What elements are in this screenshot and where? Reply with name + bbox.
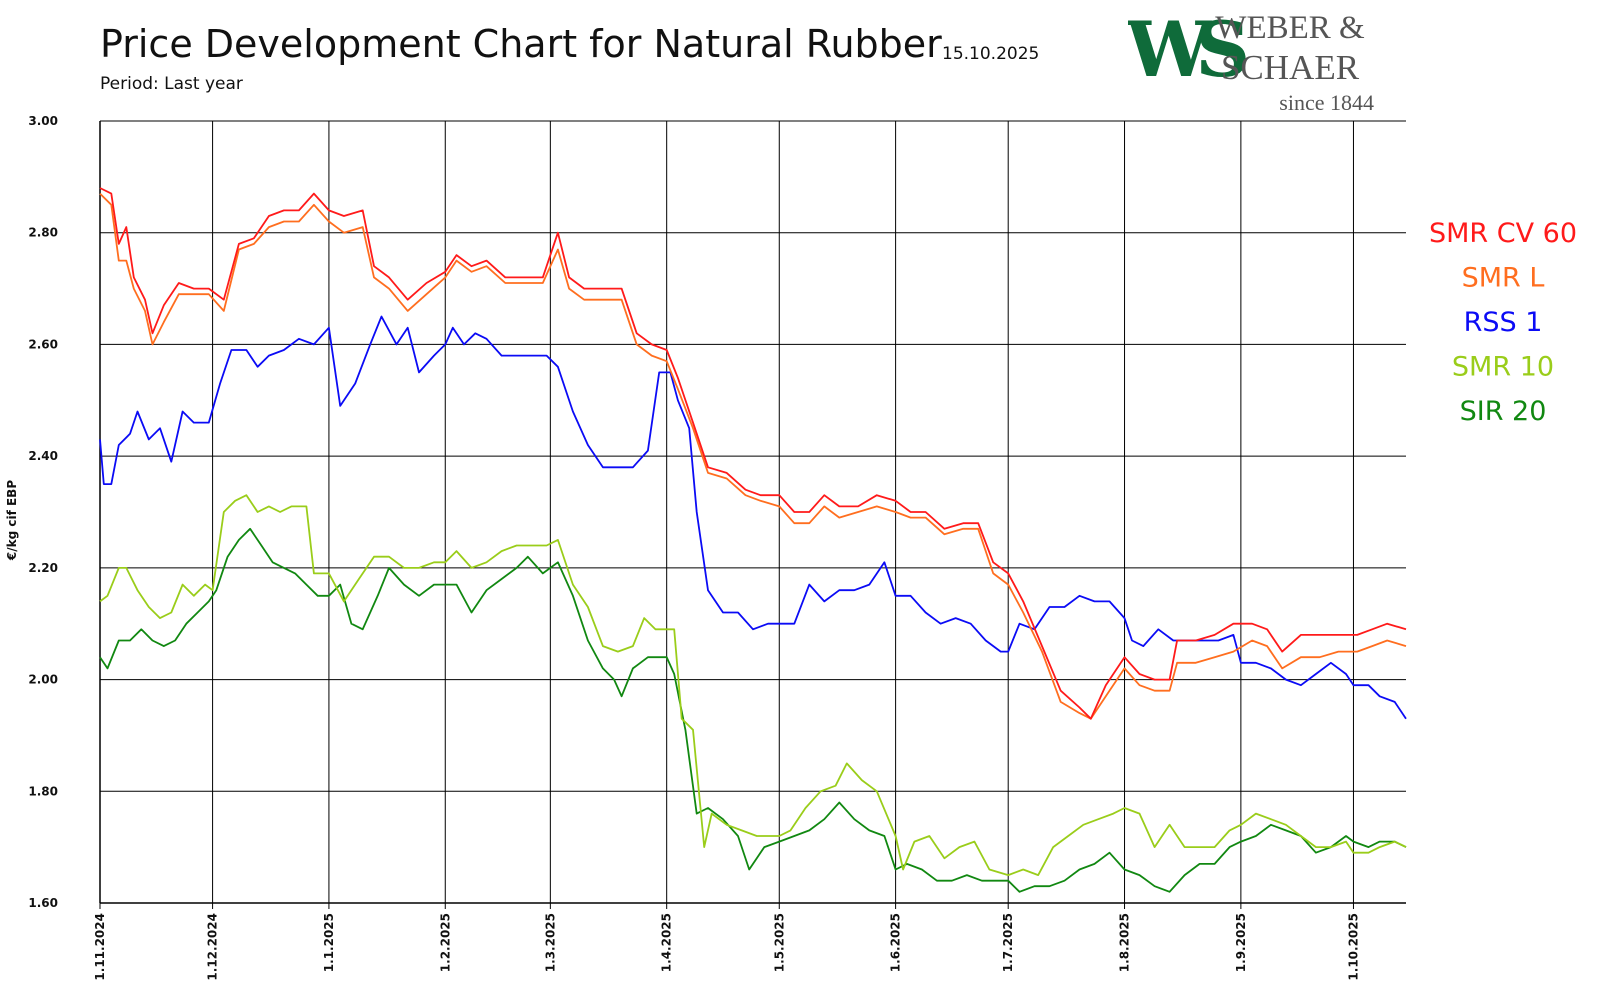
chart-title: Price Development Chart for Natural Rubb… <box>100 22 942 66</box>
x-tick-label: 1.10.2025 <box>1346 913 1360 981</box>
x-tick-label: 1.9.2025 <box>1234 913 1248 972</box>
y-tick-label: 1.80 <box>28 784 58 798</box>
legend-item-rss-1: RSS 1 <box>1464 307 1543 338</box>
legend: SMR CV 60 SMR L RSS 1 SMR 10 SIR 20 <box>1429 218 1577 427</box>
legend-item-smr-10: SMR 10 <box>1452 352 1554 383</box>
legend-item-smr-cv-60: SMR CV 60 <box>1429 218 1577 249</box>
x-tick-label: 1.7.2025 <box>1001 913 1015 972</box>
logo-line-3: since 1844 <box>1279 90 1374 115</box>
x-tick-label: 1.5.2025 <box>772 913 786 972</box>
x-tick-label: 1.6.2025 <box>889 913 903 972</box>
report-date: 15.10.2025 <box>942 44 1040 64</box>
axes: 1.60 1.80 2.00 2.20 2.40 2.60 2.80 3.00 1.11.202… <box>28 114 1406 981</box>
period-subtitle: Period: Last year <box>100 74 243 94</box>
series-line-smr-cv-60 <box>99 187 1407 720</box>
y-tick-label: 2.80 <box>28 226 58 240</box>
logo-line-1: WEBER & <box>1215 10 1365 46</box>
x-tick-label: 1.11.2024 <box>93 913 107 981</box>
y-tick-label: 1.60 <box>28 896 58 910</box>
y-tick-label: 2.40 <box>28 449 58 463</box>
y-tick-label: 3.00 <box>28 114 58 128</box>
x-tick-label: 1.1.2025 <box>322 913 336 972</box>
x-tick-label: 1.12.2024 <box>206 913 220 981</box>
series-line-smr-l <box>99 192 1407 720</box>
x-tick-label: 1.8.2025 <box>1118 913 1132 972</box>
x-tick-label: 1.2.2025 <box>438 913 452 972</box>
x-tick-label: 1.3.2025 <box>543 913 557 972</box>
legend-item-sir-20: SIR 20 <box>1460 396 1547 427</box>
grid-lines <box>99 120 1406 904</box>
series-lines <box>99 187 1407 893</box>
series-line-sir-20 <box>99 527 1407 893</box>
weber-schaer-logo: WS WEBER & SCHAER since 1844 <box>1128 5 1374 115</box>
y-tick-label: 2.00 <box>28 673 58 687</box>
logo-line-2: SCHAER <box>1221 48 1360 87</box>
legend-item-smr-l: SMR L <box>1462 263 1545 294</box>
series-line-smr-10 <box>99 494 1407 876</box>
x-tick-label: 1.4.2025 <box>660 913 674 972</box>
y-tick-label: 2.60 <box>28 337 58 351</box>
y-axis-label: €/kg cif EBP <box>5 480 19 561</box>
y-tick-label: 2.20 <box>28 561 58 575</box>
